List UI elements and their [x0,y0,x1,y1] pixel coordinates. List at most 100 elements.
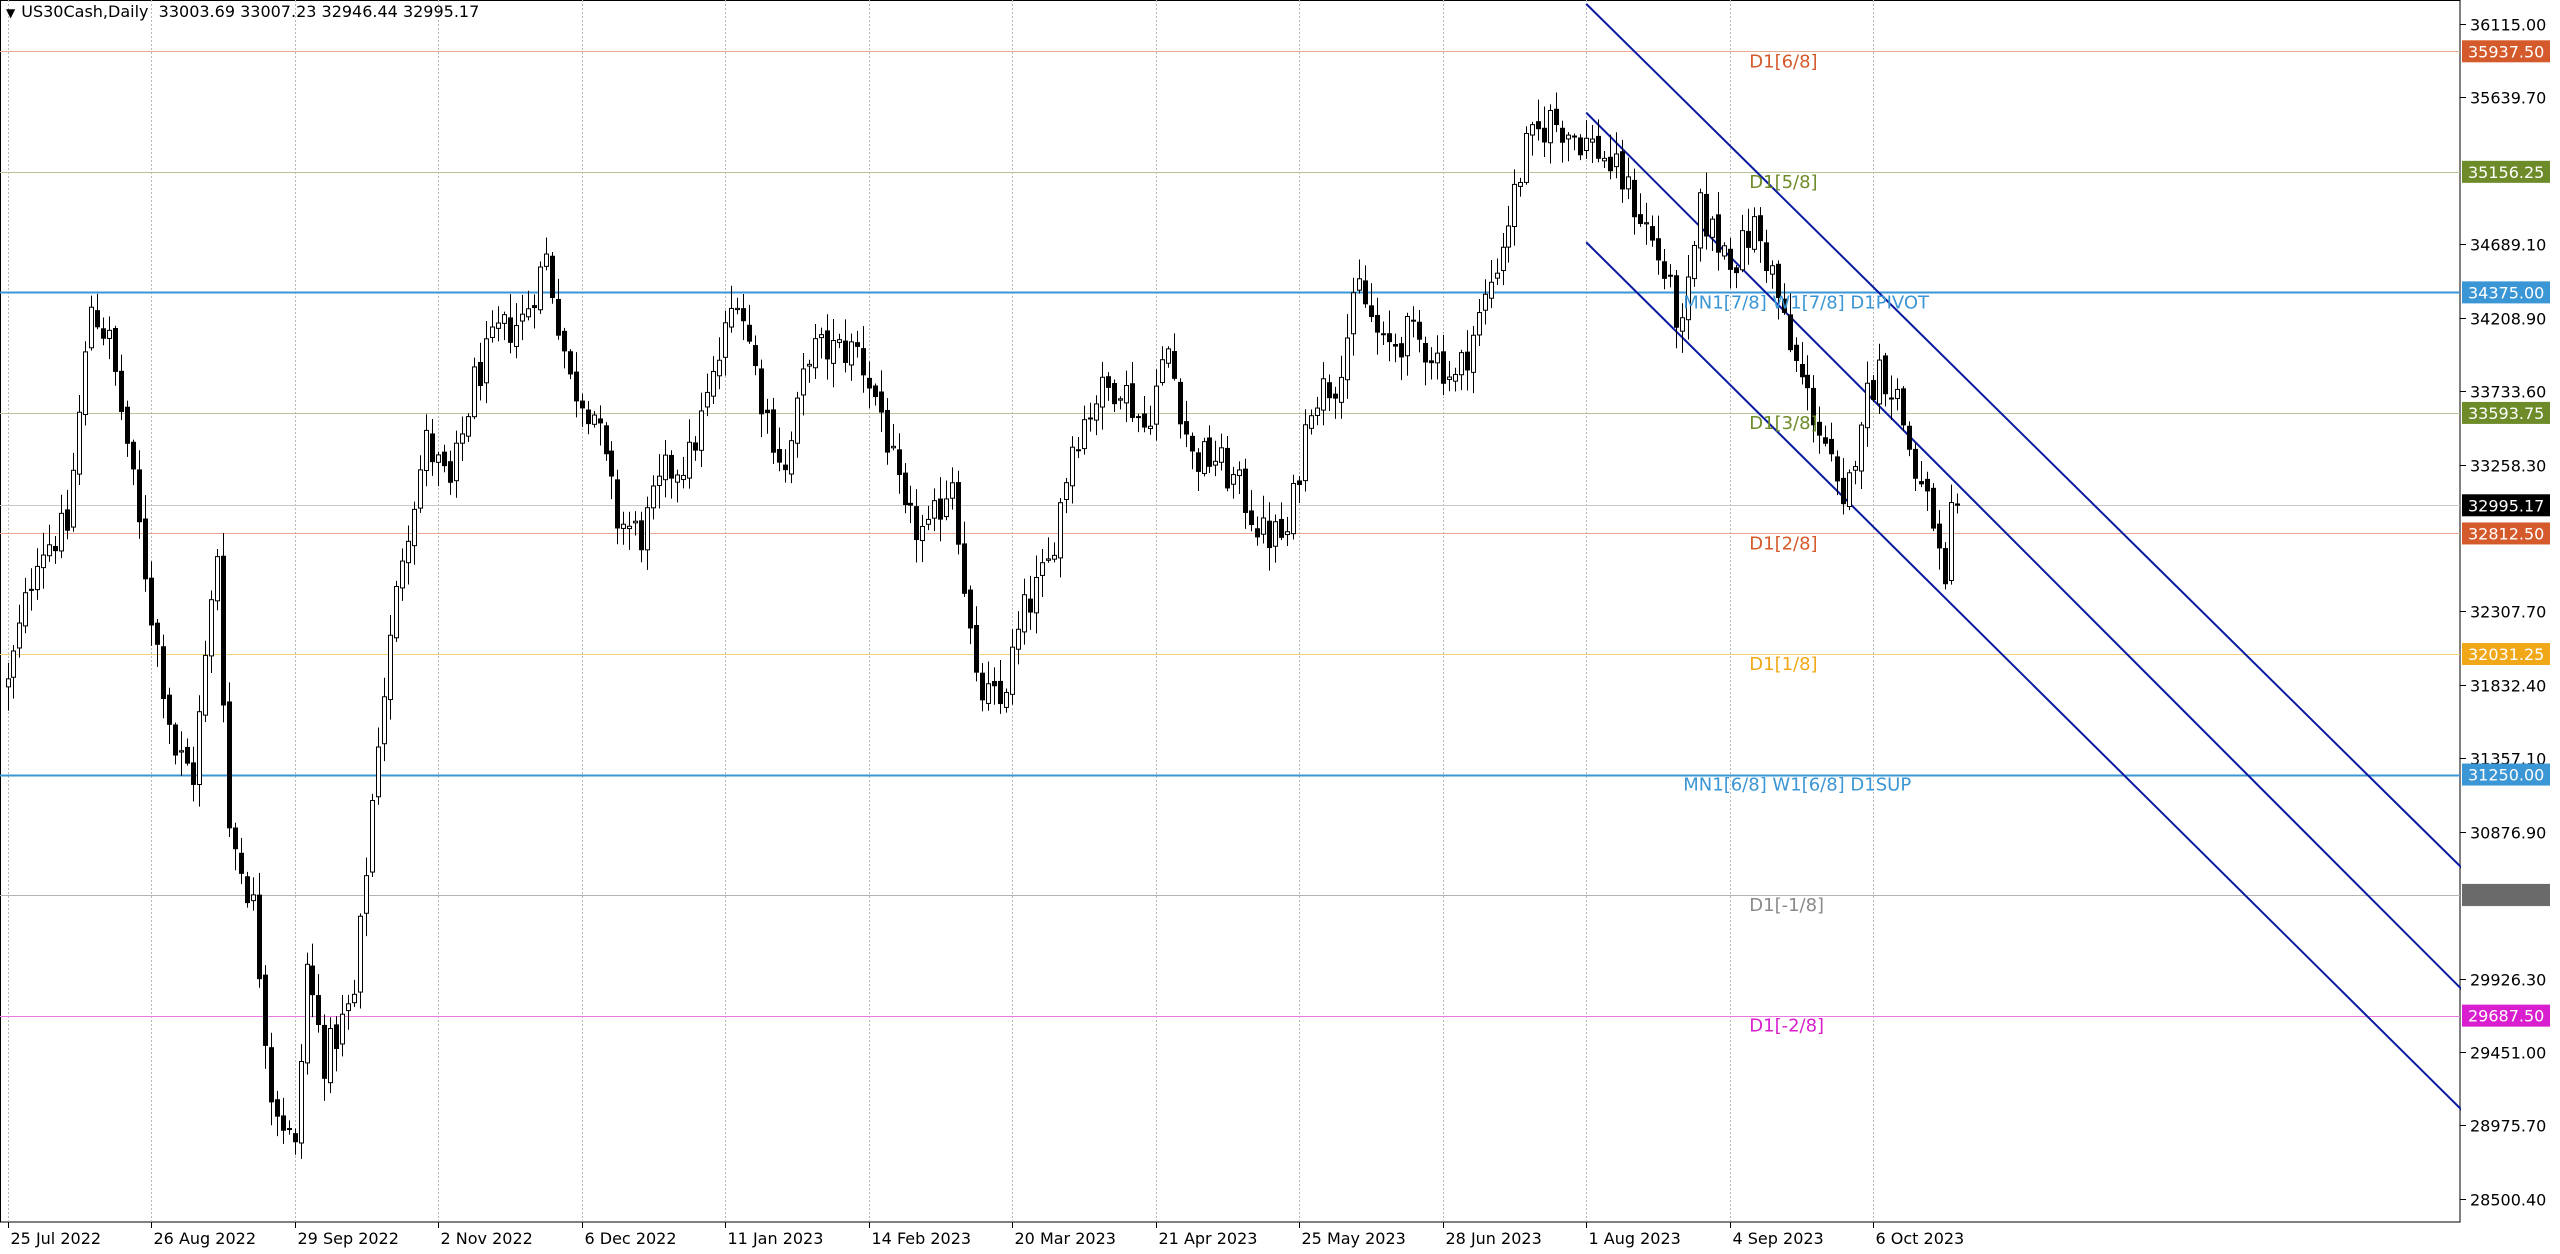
candle-body-bear [908,502,913,506]
candle [1937,510,1942,570]
candle [1351,277,1356,356]
candle-body-bear [1901,388,1906,426]
candle [245,871,250,908]
candle-body-bull [1644,222,1649,225]
candle-body-bear [1728,248,1733,270]
candle [819,327,824,359]
candle-body-bull [1285,531,1290,536]
candle-body-bull [406,540,411,564]
candle-body-bull [382,696,387,745]
candle-body-bull [789,440,794,475]
level-labels: D1[6/8] D1[5/8] MN1[7/8] W1[7/8] D1PIVOT D1… [1683,51,1930,1036]
candle-body-bear [95,310,100,328]
candle-body-bull [299,1060,304,1144]
candle [1782,283,1787,315]
candle-body-bull [944,498,949,518]
candle-body-bull [340,1013,345,1045]
channel-line[interactable] [1585,111,2490,1018]
candle-body-bull [651,485,656,509]
candle-body-bull [1865,382,1870,429]
candle-body-bull [418,469,423,509]
candle-body-bull [544,253,549,267]
candlesticks [6,92,1960,1159]
candle-body-bear [974,624,979,673]
candle [1698,188,1703,262]
candle-body-bull [1447,376,1452,380]
candle [580,393,585,427]
price-tag-label: 32812.50 [2468,524,2544,543]
candle-body-bull [107,329,112,339]
candle-body-bull [717,359,722,377]
channel-line[interactable] [1585,241,2490,1138]
candle-body-bull [1004,691,1009,708]
candle [1865,361,1870,447]
candle [986,661,991,711]
candle-body-bear [1536,121,1541,130]
candle [855,330,860,358]
candle [119,354,124,421]
candle-body-bear [1638,214,1643,225]
candle-body-bull [1530,124,1535,136]
candle-body-bear [1196,452,1201,472]
candle [903,463,908,514]
candle-body-bull [1566,134,1571,140]
candle-body-bull [370,800,375,873]
price-tag [2462,40,2550,63]
candle-body-bear [825,330,830,360]
candle-body-bear [221,555,226,706]
level-label: D1[2/8] [1749,533,1817,554]
candle-body-bull [926,518,931,525]
candle [627,511,632,550]
candle [1512,169,1517,246]
candle [1243,458,1248,529]
candle-body-bear [1249,510,1254,526]
candle-body-bear [639,520,644,551]
candle-body-bear [741,308,746,322]
candle [1877,343,1882,414]
candle [1895,378,1900,411]
candle [639,511,644,563]
candle [400,548,405,601]
candle [1094,395,1099,436]
candle [729,285,734,333]
candle-body-bear [1279,518,1284,538]
candle-body-bear [1662,261,1667,279]
time-tick-label: 20 Mar 2023 [1015,1229,1116,1248]
candle [1674,269,1679,349]
candle [370,793,375,878]
candle [1483,279,1488,325]
candle-body-bear [1883,355,1888,395]
candle [1130,362,1135,423]
candle-body-bear [269,1047,274,1103]
candle [1704,172,1709,250]
candle [29,568,34,611]
candle [1441,334,1446,396]
candle [1794,337,1799,373]
candle-body-bull [472,366,477,418]
level-label: D1[1/8] [1749,654,1817,675]
candle [825,314,830,380]
candle-body-bear [897,449,902,476]
candle-body-bull [849,341,854,366]
candle-body-bear [867,377,872,389]
candle [795,391,800,458]
trend-channel [1585,3,2490,1138]
candle-body-bull [77,411,82,475]
candle-body-bear [1823,437,1828,444]
candle [340,994,345,1057]
candle-body-bull [484,338,489,384]
candle-body-bull [209,599,214,657]
candle-body-bear [143,518,148,580]
collapse-triangle-icon[interactable]: ▼ [6,6,16,20]
price-tick-label: 34208.90 [2470,310,2546,329]
candle [897,433,902,494]
price-tag [2462,522,2550,545]
candle [101,317,106,346]
candle-body-bull [346,1003,351,1012]
candle [1566,132,1571,162]
candle [663,439,668,498]
price-tick-label: 31832.40 [2470,677,2546,696]
channel-line[interactable] [1585,3,2490,896]
